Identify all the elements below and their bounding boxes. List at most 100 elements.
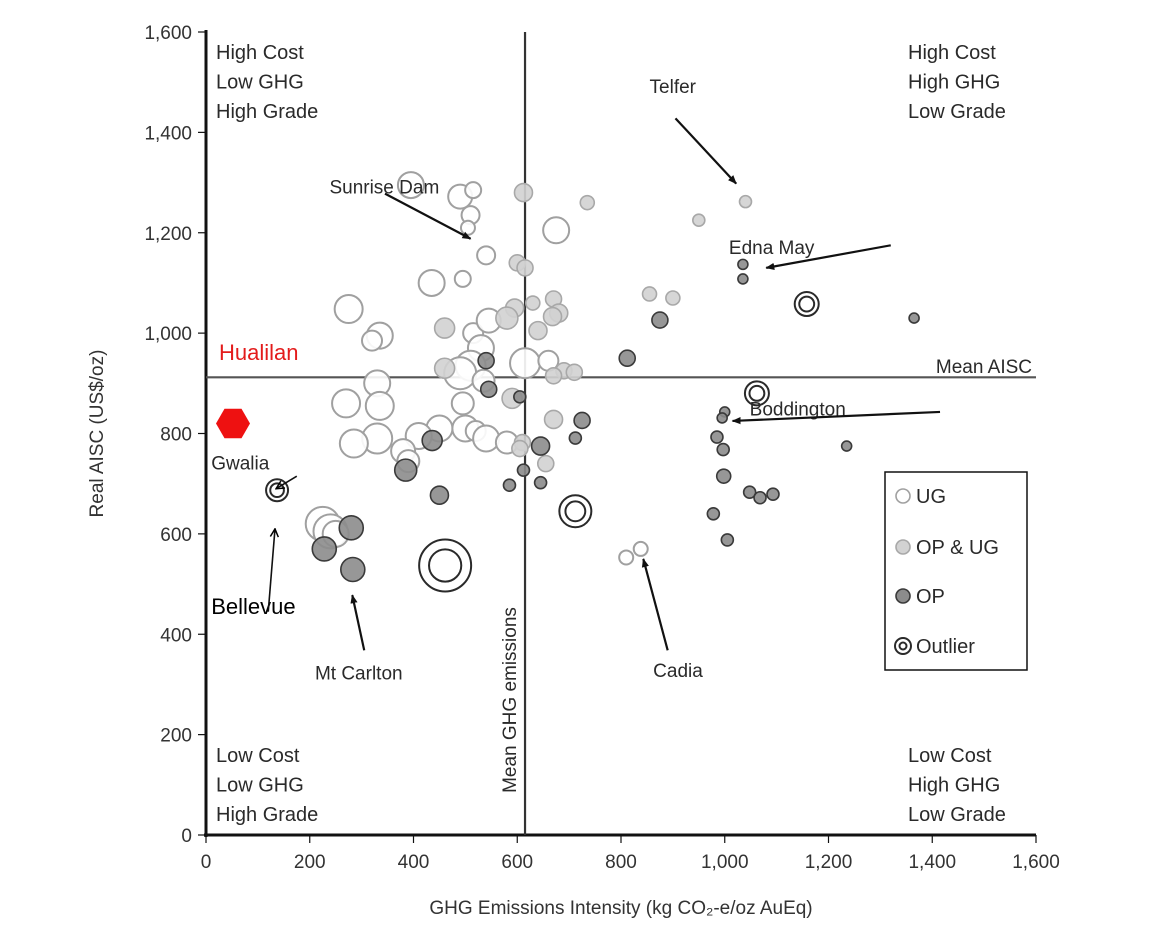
x-axis-title: GHG Emissions Intensity (kg CO₂-e/oz AuE… bbox=[429, 898, 812, 919]
point-ug bbox=[417, 268, 446, 297]
point-outlier-inner bbox=[748, 384, 766, 402]
y-tick-label: 1,400 bbox=[144, 123, 192, 144]
point-outlier bbox=[793, 291, 820, 318]
label-telfer: Telfer bbox=[650, 77, 697, 98]
point-op bbox=[766, 487, 780, 502]
point-op bbox=[737, 258, 749, 271]
point-op-ug bbox=[543, 409, 564, 430]
point-ug bbox=[464, 181, 483, 200]
y-tick-label: 1,600 bbox=[144, 23, 192, 44]
point-op-ug bbox=[579, 194, 596, 211]
y-tick-label: 0 bbox=[181, 826, 192, 847]
quadrant-labels: High Cost Low GHG High Grade High Cost High … bbox=[216, 42, 1006, 826]
point-op bbox=[502, 478, 517, 492]
legend-box bbox=[884, 471, 1028, 671]
quadrant-label-top-left: High Grade bbox=[216, 101, 318, 123]
x-tick-label: 400 bbox=[398, 852, 430, 873]
x-tick-label: 600 bbox=[501, 852, 533, 873]
point-op bbox=[715, 468, 732, 484]
point-ug bbox=[472, 424, 501, 453]
mine-annotations: Hualilan Telfer Sunrise Dam Edna May Bodding… bbox=[211, 77, 941, 684]
arrow-edna-may bbox=[765, 244, 891, 270]
label-boddington: Boddington bbox=[750, 399, 846, 420]
point-op bbox=[573, 411, 591, 430]
point-op bbox=[311, 536, 338, 562]
arrow-telfer bbox=[674, 117, 737, 185]
point-op bbox=[513, 390, 527, 404]
label-mt-carlton: Mt Carlton bbox=[315, 663, 403, 684]
point-op-ug bbox=[692, 213, 706, 228]
point-op-ug bbox=[433, 317, 456, 339]
x-tick-label: 0 bbox=[201, 852, 212, 873]
quadrant-label-bottom-left: Low Cost bbox=[216, 745, 300, 767]
point-op-ug bbox=[495, 306, 519, 330]
point-op bbox=[477, 351, 495, 370]
legend-label-op: OP bbox=[916, 586, 945, 608]
point-op bbox=[737, 273, 749, 285]
point-op bbox=[840, 440, 853, 452]
legend-label-outlier: Outlier bbox=[916, 636, 975, 658]
arrow-mt-carlton bbox=[350, 594, 366, 651]
point-op bbox=[516, 463, 531, 477]
point-op-ug bbox=[516, 259, 534, 277]
x-tick-label: 1,200 bbox=[805, 852, 853, 873]
point-op bbox=[706, 506, 721, 521]
point-op bbox=[618, 349, 637, 368]
arrow-cadia bbox=[641, 558, 669, 651]
hualilan-marker bbox=[216, 408, 250, 439]
point-op-ug bbox=[528, 320, 548, 341]
quadrant-label-bottom-right: High GHG bbox=[908, 775, 1000, 797]
mean-aisc-label: Mean AISC bbox=[936, 357, 1032, 378]
point-op-ug bbox=[665, 290, 681, 306]
point-op bbox=[742, 485, 757, 500]
point-op-ug bbox=[542, 306, 563, 327]
point-ug bbox=[476, 245, 497, 266]
legend-symbol-outlier-inner bbox=[898, 641, 908, 651]
point-outlier-inner bbox=[564, 500, 587, 523]
point-ug bbox=[450, 391, 475, 416]
point-op bbox=[716, 442, 730, 457]
legend-symbol-ug bbox=[895, 488, 911, 504]
point-op bbox=[393, 458, 418, 482]
axes: 0 200 400 600 800 1,000 1,200 1,400 1,600 0 200 400… bbox=[87, 23, 1060, 919]
point-op-ug bbox=[738, 194, 753, 209]
label-bellevue: Bellevue bbox=[211, 594, 295, 619]
point-op bbox=[421, 429, 443, 452]
quadrant-label-bottom-right: Low Cost bbox=[908, 745, 992, 767]
legend-symbol-op bbox=[895, 588, 911, 604]
point-op bbox=[651, 311, 669, 329]
point-op-ug bbox=[511, 439, 529, 458]
point-outlier-inner bbox=[798, 295, 816, 313]
label-cadia: Cadia bbox=[653, 661, 703, 682]
y-tick-label: 1,000 bbox=[144, 324, 192, 345]
point-op-ug bbox=[513, 182, 534, 203]
y-tick-label: 800 bbox=[160, 425, 192, 446]
arrow-bellevue bbox=[267, 529, 275, 612]
y-tick-label: 1,200 bbox=[144, 224, 192, 245]
point-op bbox=[710, 430, 724, 444]
point-ug bbox=[618, 549, 635, 566]
point-ug bbox=[333, 294, 364, 325]
quadrant-label-top-right: High GHG bbox=[908, 72, 1000, 94]
quadrant-label-top-left: High Cost bbox=[216, 42, 304, 64]
label-gwalia: Gwalia bbox=[211, 454, 270, 475]
hualilan-label: Hualilan bbox=[219, 340, 299, 365]
point-op bbox=[568, 431, 583, 445]
quadrant-label-top-left: Low GHG bbox=[216, 72, 304, 94]
point-op bbox=[340, 556, 366, 583]
point-op bbox=[479, 380, 498, 399]
legend-symbol-outlier bbox=[894, 637, 912, 655]
quadrant-label-bottom-left: Low GHG bbox=[216, 775, 304, 797]
quadrant-label-top-right: High Cost bbox=[908, 42, 996, 64]
point-ug bbox=[361, 329, 383, 352]
point-op bbox=[429, 485, 450, 506]
point-op bbox=[720, 533, 735, 547]
data-points bbox=[216, 171, 920, 593]
mean-lines: Mean GHG emissions Mean AISC bbox=[206, 32, 1036, 835]
point-ug bbox=[632, 540, 649, 557]
point-outlier-inner bbox=[428, 548, 463, 583]
point-ug bbox=[453, 269, 472, 288]
point-op bbox=[530, 436, 551, 456]
quadrant-label-bottom-right: Low Grade bbox=[908, 804, 1006, 826]
